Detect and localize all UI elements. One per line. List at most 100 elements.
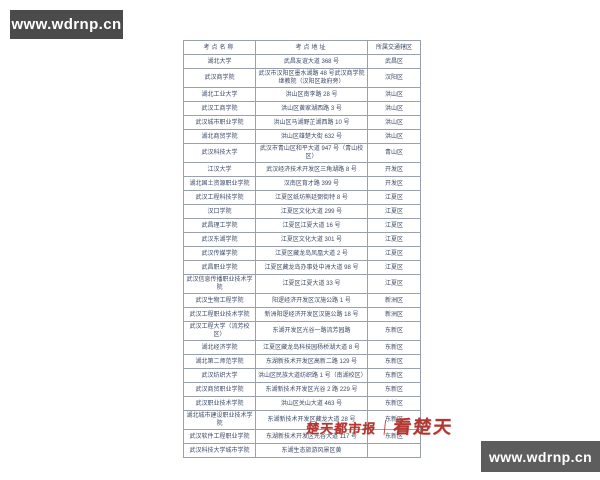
site-name-cell: 武汉科技大学 xyxy=(183,143,256,163)
table-row: 湖北国土资源职业学院 汉南区育才路 399 号开发区 xyxy=(183,176,421,191)
site-address-cell: 汉南区育才路 399 号 xyxy=(255,176,368,191)
district-cell: 洪山区 xyxy=(367,101,421,116)
site-name-cell: 武汉纺织大学 xyxy=(183,368,256,383)
site-name-cell: 湖北工业大学 xyxy=(183,87,256,102)
site-name-cell: 湖北经济学院 xyxy=(183,340,256,355)
district-cell: 东新区 xyxy=(367,340,421,355)
site-name-cell: 湖北城市建设职业技术学院 xyxy=(183,410,256,430)
site-address-cell: 江夏区纸坊熊廷弼街特 8 号 xyxy=(255,190,368,205)
site-address-cell: 江夏区藏龙岛办事处中洲大道 98 号 xyxy=(255,260,368,275)
district-cell: 开发区 xyxy=(367,162,421,177)
district-cell: 新洲区 xyxy=(367,307,421,322)
site-address-cell: 洪山区关山大道 463 号 xyxy=(255,396,368,411)
column-header: 所属交通辖区 xyxy=(367,40,421,55)
site-name-cell: 武昌职业学院 xyxy=(183,260,256,275)
table-row: 武昌理工学院 江夏区江夏大道 16 号江夏区 xyxy=(183,218,421,233)
table-row: 武汉信息传播职业技术学院 江夏区江夏大道 33 号江夏区 xyxy=(183,274,421,294)
district-cell: 江夏区 xyxy=(367,246,421,261)
table-row: 武汉职业技术学院 洪山区关山大道 463 号东新区 xyxy=(183,396,421,411)
table-row: 武汉城市职业学院 洪山区马湖野芷湖西路 10 号洪山区 xyxy=(183,115,421,130)
press-name: 楚天都市报 xyxy=(305,422,377,437)
site-name-cell: 武汉城市职业学院 xyxy=(183,115,256,130)
district-cell: 武昌区 xyxy=(367,54,421,69)
site-address-cell: 东湖新技术开发区光谷 2 路 229 号 xyxy=(255,382,368,397)
site-name-cell: 汉口学院 xyxy=(183,204,256,219)
table-header-row: 考点名称 考点地址 所属交通辖区 xyxy=(183,40,421,55)
district-cell: 东新区 xyxy=(367,368,421,383)
site-address-cell: 洪山区马湖野芷湖西路 10 号 xyxy=(255,115,368,130)
district-cell: 江夏区 xyxy=(367,204,421,219)
site-address-cell: 阳逻经济开发区汉施公路 1 号 xyxy=(255,293,368,308)
site-address-cell: 武汉经济技术开发区三角湖路 8 号 xyxy=(255,162,368,177)
site-name-cell: 湖北大学 xyxy=(183,54,256,69)
district-cell: 洪山区 xyxy=(367,129,421,144)
table-row: 江汉大学 武汉经济技术开发区三角湖路 8 号开发区 xyxy=(183,162,421,177)
table-row: 武汉东湖学院 江夏区文化大道 301 号江夏区 xyxy=(183,232,421,247)
district-cell: 汉阳区 xyxy=(367,68,421,88)
table-row: 武汉商学院 武汉市汉阳区墨水湖路 48 号武汉商学院继教院（汉阳区政府旁） 汉阳区 xyxy=(183,68,421,88)
site-address-cell: 江夏区江夏大道 16 号 xyxy=(255,218,368,233)
exam-sites-table: 考点名称 考点地址 所属交通辖区 湖北大学 武昌友谊大道 368 号武昌区 武汉商学院武… xyxy=(183,40,421,458)
column-header: 考点名称 xyxy=(183,40,256,55)
site-address-cell: 东湖生态旅游风景区黄 xyxy=(255,443,368,458)
site-name-cell: 武汉东湖学院 xyxy=(183,232,256,247)
site-name-cell: 武汉工商学院 xyxy=(183,101,256,116)
table-row: 武汉工程职业技术学院 新洲阳逻经济开发区汉施公路 18 号新洲区 xyxy=(183,307,421,322)
district-cell: 东新区 xyxy=(367,354,421,369)
site-address-cell: 武昌友谊大道 368 号 xyxy=(255,54,368,69)
table-row: 武汉科技大学 武汉市青山区和平大道 947 号（青山校区） 青山区 xyxy=(183,143,421,163)
table-row: 武汉商贸职业学院 东湖新技术开发区光谷 2 路 229 号东新区 xyxy=(183,382,421,397)
site-name-cell: 武昌理工学院 xyxy=(183,218,256,233)
site-address-cell: 武汉市青山区和平大道 947 号（青山校区） xyxy=(255,143,368,163)
site-name-cell: 武汉科技大学城市学院 xyxy=(183,443,256,458)
table-row: 武汉纺织大学 洪山区民族大道纺织路 1 号（南湖校区） 东新区 xyxy=(183,368,421,383)
district-cell: 新洲区 xyxy=(367,293,421,308)
press-slogan: 看楚天 xyxy=(392,417,455,438)
district-cell: 东新区 xyxy=(367,382,421,397)
table-row: 武昌职业学院 江夏区藏龙岛办事处中洲大道 98 号江夏区 xyxy=(183,260,421,275)
table-row: 武汉工程科技学院 江夏区纸坊熊廷弼街特 8 号江夏区 xyxy=(183,190,421,205)
site-name-cell: 武汉生物工程学院 xyxy=(183,293,256,308)
site-address-cell: 新洲阳逻经济开发区汉施公路 18 号 xyxy=(255,307,368,322)
site-address-cell: 江夏区藏龙岛凤凰大道 2 号 xyxy=(255,246,368,261)
site-address-cell: 武汉市汉阳区墨水湖路 48 号武汉商学院继教院（汉阳区政府旁） xyxy=(255,68,368,88)
site-address-cell: 洪山区民族大道纺织路 1 号（南湖校区） xyxy=(255,368,368,383)
site-name-cell: 武汉商贸职业学院 xyxy=(183,382,256,397)
district-cell: 江夏区 xyxy=(367,218,421,233)
site-address-cell: 江夏区文化大道 301 号 xyxy=(255,232,368,247)
district-cell: 江夏区 xyxy=(367,190,421,205)
district-cell: 江夏区 xyxy=(367,260,421,275)
district-cell: 洪山区 xyxy=(367,115,421,130)
site-address-cell: 东湖开发区光谷一路流芳园路 xyxy=(255,321,368,341)
site-address-cell: 江夏区文化大道 299 号 xyxy=(255,204,368,219)
site-name-cell: 武汉软件工程职业学院 xyxy=(183,429,256,444)
district-cell: 洪山区 xyxy=(367,87,421,102)
press-watermark: 楚天都市报｜看楚天 xyxy=(305,417,455,441)
table-row: 武汉传媒学院 江夏区藏龙岛凤凰大道 2 号江夏区 xyxy=(183,246,421,261)
table-row: 武汉生物工程学院 阳逻经济开发区汉施公路 1 号新洲区 xyxy=(183,293,421,308)
table-row: 武汉工商学院 洪山区黄家湖西路 3 号洪山区 xyxy=(183,101,421,116)
district-cell: 青山区 xyxy=(367,143,421,163)
table-row: 汉口学院 江夏区文化大道 299 号江夏区 xyxy=(183,204,421,219)
watermark-top-left: www.wdrnp.cn xyxy=(10,10,123,39)
site-address-cell: 东湖新技术开发区高新二路 129 号 xyxy=(255,354,368,369)
site-address-cell: 江夏区藏龙岛科技园杨桥湖大道 8 号 xyxy=(255,340,368,355)
site-name-cell: 湖北第二师范学院 xyxy=(183,354,256,369)
site-address-cell: 洪山区南李路 28 号 xyxy=(255,87,368,102)
table-row: 湖北大学 武昌友谊大道 368 号武昌区 xyxy=(183,54,421,69)
watermark-bottom-right: www.wdrnp.cn xyxy=(481,441,600,472)
site-name-cell: 武汉工程大学（流芳校区） xyxy=(183,321,256,341)
table-row: 武汉工程大学（流芳校区） 东湖开发区光谷一路流芳园路 东新区 xyxy=(183,321,421,341)
table-row: 湖北第二师范学院 东湖新技术开发区高新二路 129 号东新区 xyxy=(183,354,421,369)
table-row: 武汉科技大学城市学院 东湖生态旅游风景区黄 xyxy=(183,443,421,458)
site-address-cell: 洪山区雄楚大街 632 号 xyxy=(255,129,368,144)
site-name-cell: 武汉职业技术学院 xyxy=(183,396,256,411)
district-cell: 东新区 xyxy=(367,321,421,341)
site-name-cell: 湖北商贸学院 xyxy=(183,129,256,144)
column-header: 考点地址 xyxy=(255,40,368,55)
table-row: 湖北工业大学 洪山区南李路 28 号洪山区 xyxy=(183,87,421,102)
site-address-cell: 洪山区黄家湖西路 3 号 xyxy=(255,101,368,116)
district-cell xyxy=(367,443,421,458)
site-name-cell: 湖北国土资源职业学院 xyxy=(183,176,256,191)
